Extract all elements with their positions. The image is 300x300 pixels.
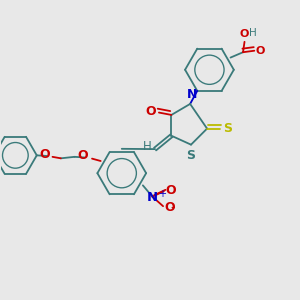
Text: O: O [239, 29, 249, 39]
Text: H: H [142, 140, 151, 153]
Text: O: O [165, 201, 175, 214]
Text: S: S [187, 149, 196, 162]
Text: N: N [186, 88, 197, 101]
Text: -: - [171, 201, 175, 214]
Text: O: O [77, 149, 88, 162]
Text: O: O [166, 184, 176, 196]
Text: H: H [249, 28, 256, 38]
Text: O: O [256, 46, 265, 56]
Text: +: + [158, 189, 166, 199]
Text: O: O [145, 105, 156, 118]
Text: S: S [223, 122, 232, 134]
Text: O: O [39, 148, 50, 161]
Text: N: N [147, 191, 158, 204]
